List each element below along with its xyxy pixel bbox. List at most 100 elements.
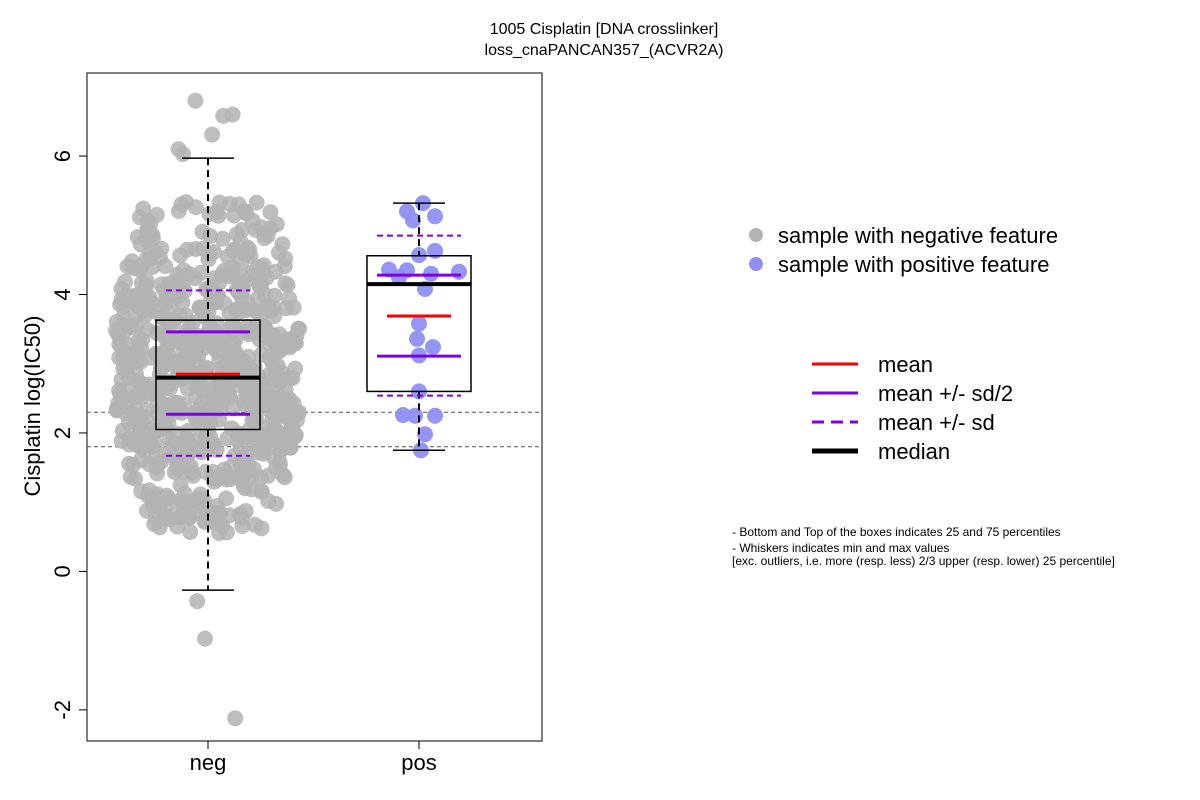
neg-point bbox=[135, 200, 152, 217]
legend-pos-marker bbox=[749, 257, 763, 271]
neg-point bbox=[260, 401, 277, 418]
neg-point bbox=[154, 379, 171, 395]
neg-point bbox=[149, 392, 166, 409]
neg-point bbox=[118, 361, 135, 378]
neg-point bbox=[122, 469, 139, 485]
neg-point bbox=[169, 518, 186, 535]
pos-point bbox=[451, 263, 467, 280]
note-line1: - Bottom and Top of the boxes indicates … bbox=[732, 525, 1061, 539]
box-pos bbox=[366, 202, 472, 452]
neg-point bbox=[206, 244, 223, 260]
chart-title-line2: loss_cnaPANCAN357_(ACVR2A) bbox=[485, 42, 724, 59]
neg-point bbox=[124, 288, 141, 304]
box-rect bbox=[366, 254, 472, 393]
neg-point bbox=[235, 478, 252, 495]
neg-point bbox=[268, 216, 285, 233]
neg-point bbox=[194, 223, 211, 240]
boxes bbox=[155, 157, 472, 591]
neg-point bbox=[148, 423, 165, 440]
neg-point bbox=[108, 322, 124, 339]
legend-neg-label: sample with negative feature bbox=[778, 223, 1058, 248]
neg-point bbox=[246, 410, 263, 427]
neg-point bbox=[214, 517, 231, 534]
y-tick-label: 0 bbox=[50, 565, 75, 577]
y-tick-label: 2 bbox=[50, 427, 75, 439]
neg-point bbox=[226, 207, 243, 224]
neg-point bbox=[138, 251, 155, 268]
neg-point bbox=[266, 413, 283, 430]
pos-point bbox=[407, 407, 423, 424]
neg-point bbox=[226, 447, 243, 464]
neg-point bbox=[282, 337, 299, 354]
pos-point bbox=[427, 208, 443, 225]
neg-point bbox=[182, 524, 199, 540]
neg-point bbox=[266, 300, 282, 316]
neg-point bbox=[174, 146, 191, 162]
neg-point bbox=[187, 92, 204, 109]
neg-point bbox=[253, 346, 270, 363]
neg-point bbox=[156, 293, 173, 309]
neg-point bbox=[236, 360, 253, 377]
neg-point bbox=[241, 463, 258, 480]
neg-point bbox=[129, 343, 146, 360]
pos-points bbox=[381, 195, 467, 459]
neg-point bbox=[202, 429, 219, 446]
neg-point bbox=[290, 405, 307, 422]
pos-point bbox=[425, 339, 441, 356]
neg-point bbox=[255, 257, 272, 274]
neg-point bbox=[159, 311, 176, 328]
neg-point bbox=[155, 356, 172, 373]
y-axis: -2 0 2 4 6 bbox=[50, 150, 88, 720]
neg-point bbox=[153, 240, 170, 257]
neg-point bbox=[137, 232, 154, 248]
neg-point bbox=[149, 404, 166, 421]
neg-point bbox=[279, 277, 296, 293]
neg-point bbox=[180, 510, 197, 527]
neg-point bbox=[274, 440, 291, 457]
box-rect bbox=[155, 319, 261, 431]
neg-point bbox=[176, 485, 193, 502]
neg-point bbox=[140, 487, 156, 504]
neg-point bbox=[111, 382, 128, 399]
neg-point bbox=[246, 516, 263, 533]
neg-point bbox=[274, 466, 291, 483]
neg-point bbox=[148, 459, 165, 475]
neg-point bbox=[250, 290, 266, 307]
neg-point bbox=[218, 490, 235, 507]
neg-point bbox=[248, 194, 265, 211]
neg-point bbox=[270, 244, 287, 261]
neg-point bbox=[224, 106, 241, 123]
y-tick-label: 4 bbox=[50, 288, 75, 300]
neg-point bbox=[169, 460, 186, 477]
pos-point bbox=[427, 407, 443, 424]
neg-point bbox=[142, 215, 159, 232]
x-tick-label-neg: neg bbox=[190, 750, 227, 775]
neg-point bbox=[138, 502, 155, 519]
neg-point bbox=[276, 258, 293, 275]
y-axis-label: Cisplatin log(IC50) bbox=[20, 316, 45, 497]
neg-point bbox=[181, 319, 198, 336]
neg-point bbox=[121, 431, 138, 448]
pos-point bbox=[409, 330, 425, 347]
neg-point bbox=[219, 430, 236, 447]
pos-point bbox=[411, 315, 427, 332]
neg-point bbox=[198, 359, 215, 376]
neg-point bbox=[117, 273, 133, 290]
neg-point bbox=[223, 260, 240, 277]
legend-sd-label: mean +/- sd bbox=[878, 410, 995, 435]
neg-point bbox=[277, 300, 294, 317]
neg-point bbox=[264, 355, 281, 372]
neg-point bbox=[166, 397, 183, 414]
neg-point bbox=[157, 258, 174, 274]
neg-point bbox=[134, 376, 151, 393]
neg-point bbox=[208, 337, 225, 354]
neg-point bbox=[132, 452, 149, 468]
neg-point bbox=[200, 280, 217, 297]
neg-point bbox=[262, 204, 279, 221]
neg-point bbox=[227, 710, 244, 727]
x-axis: neg pos bbox=[190, 741, 437, 775]
neg-point bbox=[173, 196, 190, 213]
x-tick-label-pos: pos bbox=[401, 750, 436, 775]
neg-point bbox=[242, 248, 259, 265]
neg-point bbox=[234, 222, 250, 238]
